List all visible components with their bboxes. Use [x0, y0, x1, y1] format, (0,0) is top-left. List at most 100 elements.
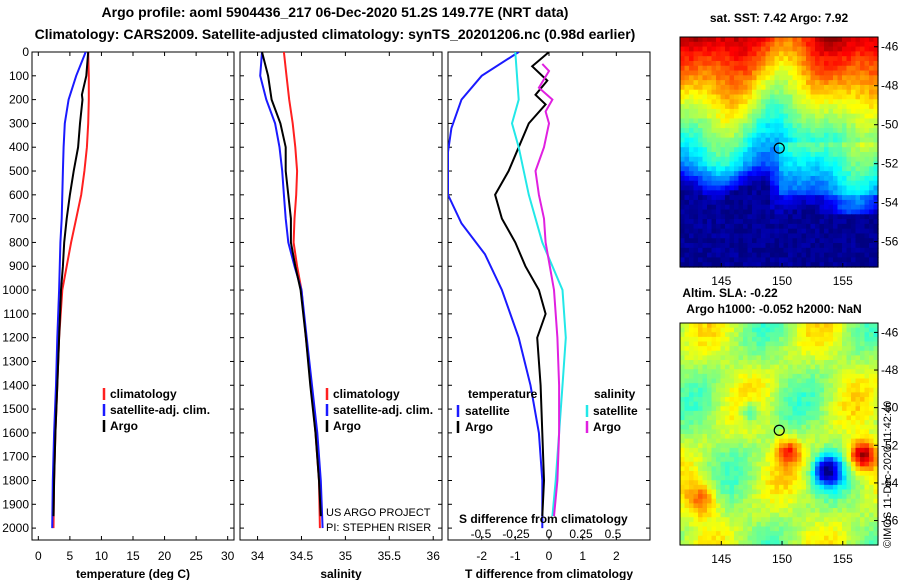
map-cell [869, 360, 875, 366]
map-cell [725, 475, 731, 481]
map-cell [797, 341, 803, 347]
map-cell [788, 438, 794, 444]
map-cell [747, 503, 753, 509]
map-cell [738, 60, 744, 67]
map-cell [698, 252, 704, 259]
map-cell [783, 350, 789, 356]
map-cell [774, 60, 780, 67]
map-cell [711, 113, 717, 120]
map-cell [774, 494, 780, 500]
map-cell [837, 341, 843, 347]
map-cell [797, 424, 803, 430]
map-cell [743, 113, 749, 120]
map-cell [702, 70, 708, 76]
map-cell [680, 535, 686, 541]
map-cell [725, 360, 731, 366]
map-cell [779, 46, 785, 52]
map-cell [833, 123, 839, 129]
map-cell [765, 104, 771, 110]
map-cell [702, 60, 708, 67]
map-cell [873, 508, 879, 514]
map-cell [747, 415, 753, 421]
map-cell [842, 214, 848, 220]
map-cell [846, 238, 852, 244]
map-cell [842, 89, 848, 96]
map-cell [720, 355, 726, 361]
map-cell [689, 480, 695, 486]
map-cell [833, 147, 839, 153]
map-cell [792, 199, 798, 206]
map-cell [743, 60, 749, 67]
map-cell [702, 80, 708, 86]
map-cell [684, 364, 690, 370]
map-cell [833, 360, 839, 366]
map-cell [792, 373, 798, 380]
map-cell [765, 166, 771, 172]
map-cell [819, 531, 825, 537]
map-cell [810, 526, 816, 532]
map-cell [752, 512, 758, 518]
map-cell [819, 373, 825, 380]
y-tick-label: 700 [9, 212, 29, 226]
map-cell [743, 80, 749, 86]
map-cell [860, 185, 866, 191]
y-tick-label: 800 [9, 235, 29, 249]
map-cell [720, 332, 726, 338]
map-cell [684, 80, 690, 86]
map-cell [806, 94, 812, 100]
map-cell [864, 415, 870, 421]
map-cell [810, 461, 816, 467]
map-cell [765, 80, 771, 86]
map-cell [761, 219, 767, 225]
map-cell [770, 498, 776, 504]
map-cell [824, 89, 830, 96]
legend-label: Argo [593, 420, 621, 434]
map-cell [792, 118, 798, 124]
map-cell [729, 204, 735, 211]
map-cell [792, 540, 798, 546]
map-cell [837, 60, 843, 67]
map-cell [837, 257, 843, 263]
map-cell [756, 535, 762, 541]
map-cell [711, 252, 717, 259]
map-cell [693, 113, 699, 120]
sst-map: 145 150 155-46-48-50-52-54-56 [679, 36, 899, 288]
map-cell [689, 424, 695, 430]
map-cell [729, 46, 735, 52]
map-cell [752, 531, 758, 537]
map-cell [842, 489, 848, 495]
map-cell [797, 161, 803, 167]
map-cell [693, 387, 699, 393]
map-cell [797, 195, 803, 201]
map-cell [797, 397, 803, 403]
map-cell [729, 341, 735, 347]
map-cell [738, 46, 744, 52]
y-tick-label: 1300 [2, 354, 29, 368]
map-cell [689, 247, 695, 254]
map-cell [684, 41, 690, 48]
map-cell [716, 199, 722, 206]
map-cell [806, 332, 812, 338]
map-cell [837, 247, 843, 254]
map-cell [729, 51, 735, 57]
map-cell [783, 195, 789, 201]
map-cell [783, 466, 789, 472]
map-cell [720, 252, 726, 259]
map-cell [815, 104, 821, 110]
map-cell [729, 461, 735, 467]
map-cell [693, 132, 699, 139]
map-cell [774, 480, 780, 486]
map-cell [788, 247, 794, 254]
map-cell [860, 466, 866, 472]
map-cell [860, 247, 866, 254]
map-cell [738, 89, 744, 96]
map-cell [824, 373, 830, 380]
map-cell [752, 89, 758, 96]
map-cell [729, 37, 735, 43]
map-cell [680, 494, 686, 500]
map-cell [833, 498, 839, 504]
map-cell [788, 132, 794, 139]
map-cell [707, 243, 713, 249]
map-cell [864, 243, 870, 249]
map-cell [842, 392, 848, 398]
